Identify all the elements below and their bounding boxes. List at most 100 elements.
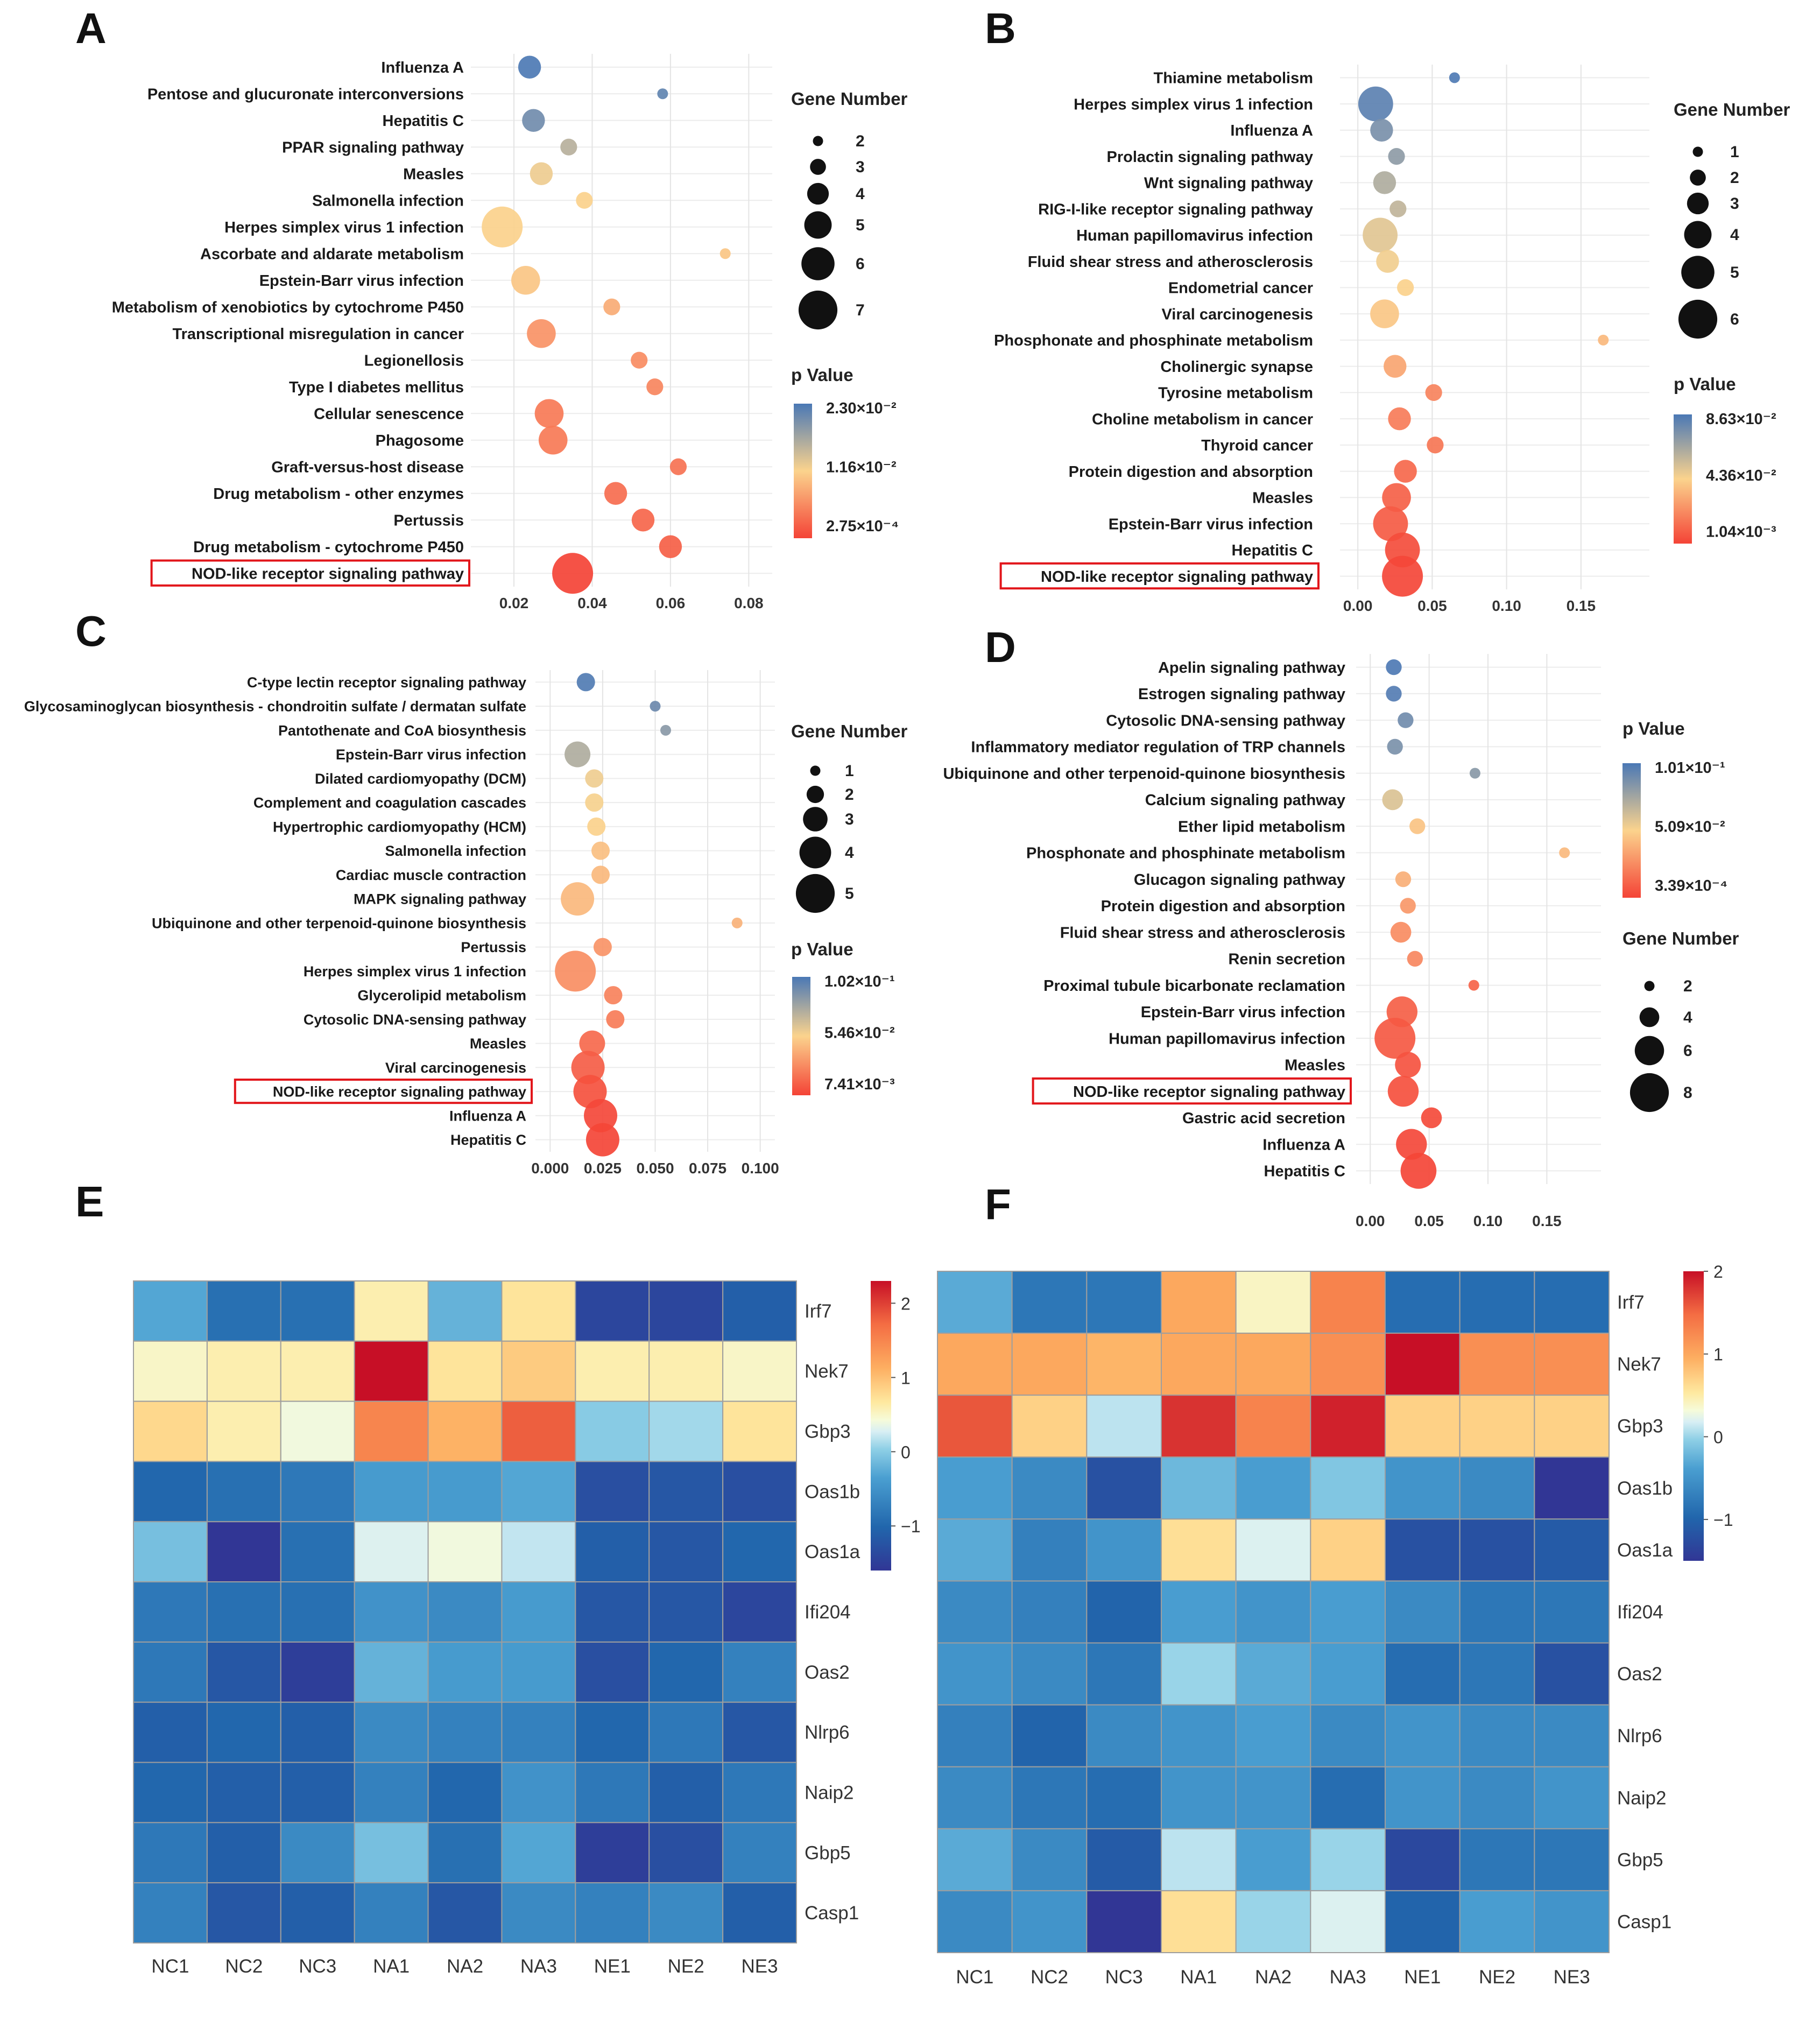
bubble-point xyxy=(571,1051,605,1085)
panel-e-heatmap: Irf7 Nek7 Gbp3 Oas1b Oas1a Ifi204 Oas2 Nlrp6 Nai… xyxy=(133,1280,920,1977)
y-tick-label: PPAR signaling pathway xyxy=(282,139,464,156)
size-legend-label: 5 xyxy=(1730,264,1739,281)
color-legend-label: 5.46×10⁻² xyxy=(824,1024,895,1041)
bubble-point xyxy=(650,701,661,712)
heatmap-cell xyxy=(1161,1271,1237,1334)
heatmap-cell xyxy=(280,1521,355,1583)
heatmap-cell xyxy=(722,1581,797,1643)
y-tick-label: Cytosolic DNA-sensing pathway xyxy=(304,1011,526,1027)
panel-letter-a: A xyxy=(75,4,107,52)
bubble-point xyxy=(1370,299,1399,328)
heatmap-cell xyxy=(937,1518,1013,1582)
heatmap-cell xyxy=(206,1762,281,1823)
y-tick-label: Epstein-Barr virus infection xyxy=(336,747,526,763)
heatmap-cell xyxy=(1310,1456,1386,1520)
heatmap-cell xyxy=(501,1280,576,1342)
heatmap-cell xyxy=(722,1882,797,1944)
x-tick-label: 0.00 xyxy=(1356,1213,1385,1229)
panel-letter-d: D xyxy=(985,623,1016,671)
y-tick-label: Tyrosine metabolism xyxy=(1158,385,1313,402)
heatmap-cell xyxy=(575,1521,650,1583)
size-legend-title: Gene Number xyxy=(791,721,908,741)
heatmap-cell xyxy=(1310,1518,1386,1582)
heatmap-row-label: Nlrp6 xyxy=(1617,1726,1662,1747)
size-legend-dot xyxy=(1681,256,1715,289)
heatmap-row-label: Irf7 xyxy=(1617,1292,1645,1313)
heatmap-cell xyxy=(722,1521,797,1583)
heatmap-cell xyxy=(1161,1828,1237,1891)
heatmap-cell xyxy=(1011,1642,1088,1706)
heatmap-cell xyxy=(575,1762,650,1823)
heatmap-cell xyxy=(206,1822,281,1884)
heatmap-cell xyxy=(501,1581,576,1643)
size-legend-label: 2 xyxy=(845,786,854,804)
heatmap-cell xyxy=(1459,1890,1535,1954)
size-legend-label: 5 xyxy=(845,885,854,903)
y-tick-label: Hepatitis C xyxy=(450,1132,526,1148)
heatmap-cell xyxy=(1011,1518,1088,1582)
size-legend-dot xyxy=(1692,146,1703,157)
bubble-point xyxy=(1387,738,1403,755)
y-tick-label: Apelin signaling pathway xyxy=(1158,659,1345,677)
bubble-point xyxy=(576,673,595,692)
heatmap-cell xyxy=(648,1822,724,1884)
x-tick-label: 0.15 xyxy=(1532,1213,1562,1229)
heatmap-cell xyxy=(1086,1766,1162,1829)
y-tick-label: Salmonella infection xyxy=(385,843,526,859)
bubble-point xyxy=(1394,460,1417,483)
heatmap-cell xyxy=(427,1280,503,1342)
heatmap-cell xyxy=(1534,1456,1610,1520)
heatmap-cell xyxy=(1011,1580,1088,1644)
size-legend-title: Gene Number xyxy=(1674,100,1790,119)
y-tick-label: Prolactin signaling pathway xyxy=(1106,149,1313,166)
bubble-point xyxy=(1388,148,1405,165)
x-tick-label: 0.000 xyxy=(531,1160,569,1177)
y-tick-label: Pantothenate and CoA biosynthesis xyxy=(278,722,526,738)
size-legend-title: Gene Number xyxy=(1623,928,1739,948)
heatmap-cell xyxy=(354,1521,429,1583)
size-legend-label: 6 xyxy=(1683,1042,1692,1060)
y-tick-label: Transcriptional misregulation in cancer xyxy=(173,326,464,343)
x-tick-label: 0.06 xyxy=(656,595,686,611)
bubble-point xyxy=(538,425,568,455)
heatmap-row-label: Gbp3 xyxy=(1617,1416,1663,1437)
size-legend-dot xyxy=(806,785,824,804)
size-legend-label: 6 xyxy=(1730,311,1739,328)
bubble-point xyxy=(1397,279,1414,296)
y-tick-label: Ether lipid metabolism xyxy=(1178,818,1345,835)
y-tick-label: Ubiquinone and other terpenoid-quinone b… xyxy=(152,915,526,931)
bubble-point xyxy=(1425,384,1442,401)
bubble-point xyxy=(631,351,648,369)
heatmap-cell xyxy=(1310,1828,1386,1891)
heatmap-cell xyxy=(427,1521,503,1583)
color-legend-title: p Value xyxy=(791,939,853,959)
bubble-point xyxy=(555,950,596,992)
heatmap-cell xyxy=(1086,1333,1162,1396)
heatmap-cell xyxy=(648,1340,724,1402)
heatmap-cell xyxy=(1459,1456,1535,1520)
bubble-point xyxy=(731,917,743,928)
heatmap-cell xyxy=(722,1280,797,1342)
y-tick-label: NOD-like receptor signaling pathway xyxy=(1073,1083,1345,1101)
size-legend-dot xyxy=(1678,299,1718,339)
x-tick-label: 0.15 xyxy=(1567,597,1596,614)
heatmap-cell xyxy=(575,1461,650,1523)
y-tick-label: Protein digestion and absorption xyxy=(1069,463,1313,481)
color-legend-label: 8.63×10⁻² xyxy=(1706,411,1776,428)
x-tick-label: 0.100 xyxy=(742,1160,779,1177)
color-legend-label: 1.16×10⁻² xyxy=(826,459,897,476)
heatmap-row-label: Casp1 xyxy=(1617,1911,1671,1932)
size-legend-dot xyxy=(798,290,838,330)
bubble-point xyxy=(1390,921,1412,943)
size-legend-dot xyxy=(1690,170,1706,186)
bubble-point xyxy=(1387,1075,1419,1107)
size-legend-label: 8 xyxy=(1683,1084,1692,1102)
bubble-point xyxy=(1400,1153,1437,1189)
color-legend-bar xyxy=(792,977,810,1095)
heatmap-cell xyxy=(1086,1828,1162,1891)
y-tick-label: Glycerolipid metabolism xyxy=(357,988,526,1004)
x-tick-label: 0.08 xyxy=(734,595,764,611)
heatmap-cell xyxy=(937,1456,1013,1520)
heatmap-cell xyxy=(648,1762,724,1823)
heatmap-cell xyxy=(354,1581,429,1643)
